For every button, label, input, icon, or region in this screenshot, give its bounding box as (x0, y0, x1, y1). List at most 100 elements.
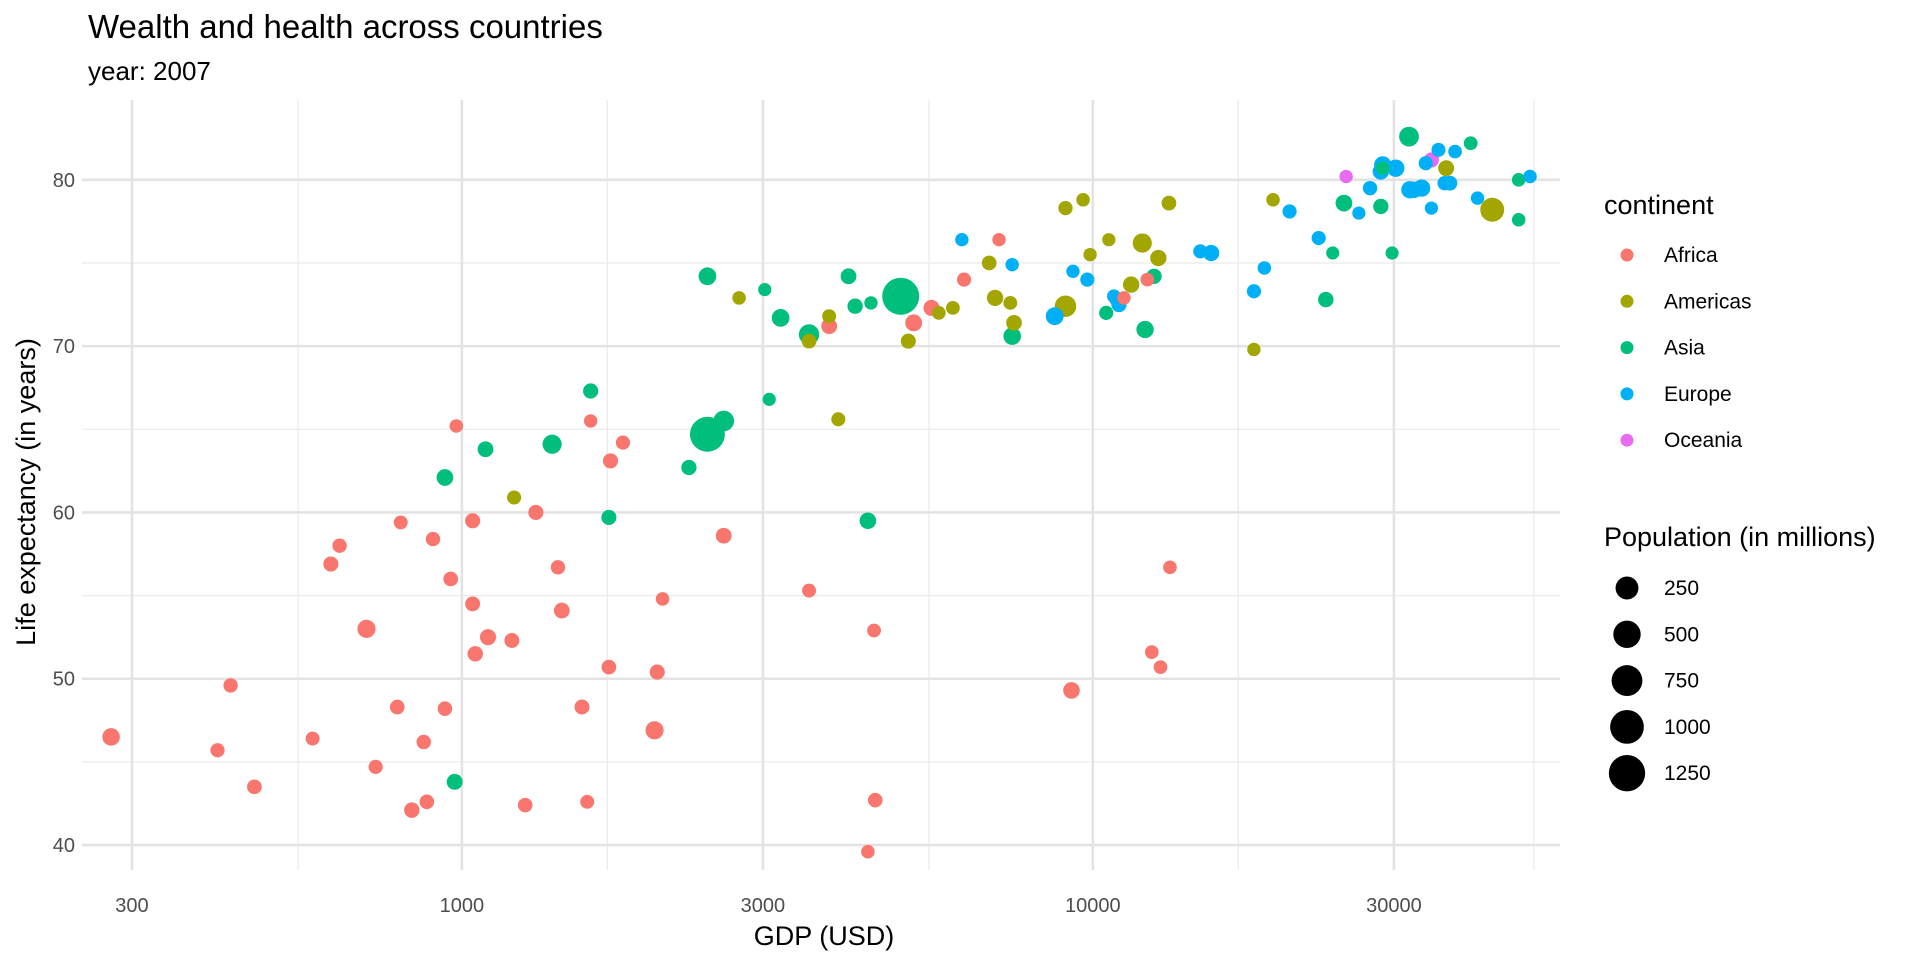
data-point-asia (446, 773, 463, 790)
data-point-africa (867, 623, 881, 638)
size-legend-label: 1250 (1664, 762, 1711, 785)
data-point-americas (1076, 193, 1090, 207)
data-point-asia (698, 267, 717, 286)
grid-lines (82, 100, 1560, 870)
data-point-asia (1326, 246, 1340, 260)
data-point-africa (102, 728, 120, 746)
data-point-asia (542, 434, 562, 454)
data-point-europe (1523, 169, 1537, 184)
data-point-asia (758, 282, 772, 297)
legend-label-americas: Americas (1664, 290, 1752, 313)
data-point-africa (465, 513, 481, 529)
data-point-africa (416, 734, 431, 750)
data-point-africa (1140, 272, 1155, 287)
size-legend-key (1611, 665, 1643, 697)
size-legend-label: 1000 (1664, 716, 1711, 739)
data-point-europe (1431, 142, 1446, 157)
data-point-africa (1144, 645, 1159, 659)
legend-key-americas (1620, 294, 1634, 308)
legend-key-africa (1620, 248, 1634, 262)
data-point-africa (1163, 560, 1177, 575)
data-point-europe (1005, 257, 1019, 272)
data-point-africa (645, 721, 664, 740)
data-point-africa (449, 419, 464, 433)
legend-key-oceania (1620, 433, 1634, 447)
data-point-asia (1335, 194, 1353, 212)
data-point-americas (822, 309, 837, 324)
data-point-africa (368, 759, 383, 774)
data-point-asia (1318, 291, 1334, 308)
data-point-asia (859, 512, 877, 530)
data-point-americas (732, 291, 746, 305)
data-point-africa (956, 272, 972, 287)
data-point-africa (550, 560, 566, 575)
legend-label-oceania: Oceania (1664, 429, 1743, 452)
data-point-europe (1470, 191, 1485, 205)
data-point-europe (1080, 272, 1095, 287)
data-point-europe (1282, 204, 1297, 219)
data-point-africa (1117, 291, 1131, 305)
data-point-africa (323, 556, 339, 572)
axis-ticks: 300 1000 3000 10000 30000 40 50 60 70 80 (53, 170, 1422, 917)
data-point-asia (1511, 173, 1526, 187)
data-point-africa (467, 646, 483, 662)
data-point-africa (404, 802, 420, 818)
x-axis-title: GDP (USD) (754, 921, 895, 951)
data-point-africa (715, 527, 732, 544)
color-legend-title: continent (1604, 190, 1714, 220)
data-point-africa (419, 794, 435, 810)
data-point-asia (1463, 136, 1478, 151)
data-point-asia (762, 392, 776, 406)
data-point-africa (357, 619, 376, 638)
data-point-europe (1387, 159, 1405, 177)
data-point-americas (1150, 249, 1167, 267)
data-point-americas (831, 412, 846, 427)
data-point-asia (1136, 320, 1154, 339)
data-point-africa (389, 699, 405, 715)
data-point-africa (583, 414, 598, 428)
data-point-americas (1266, 193, 1280, 207)
data-point-americas (1480, 197, 1505, 222)
data-point-europe (1405, 181, 1423, 198)
data-point-americas (1247, 342, 1261, 357)
data-point-americas (981, 255, 997, 271)
data-point-africa (437, 701, 453, 716)
data-point-asia (1511, 212, 1526, 227)
data-point-africa (615, 435, 631, 450)
data-point-africa (821, 318, 838, 335)
data-point-europe (1448, 144, 1462, 159)
x-tick-label: 1000 (440, 895, 485, 917)
x-tick-label: 10000 (1065, 895, 1121, 917)
data-point-africa (305, 731, 320, 746)
size-legend-key (1613, 620, 1641, 648)
data-point-asia (1375, 161, 1390, 176)
data-point-africa (649, 664, 665, 680)
data-point-asia (847, 298, 863, 314)
y-tick-label: 50 (53, 669, 75, 691)
data-point-americas (1161, 195, 1177, 211)
data-point-americas (1122, 276, 1140, 293)
data-point-americas (986, 289, 1004, 307)
size-legend-label: 750 (1664, 670, 1699, 693)
data-point-americas (900, 333, 916, 349)
y-tick-label: 80 (53, 170, 75, 192)
data-points (102, 126, 1537, 859)
y-axis-title: Life expectancy (in years) (11, 338, 41, 646)
data-point-africa (802, 583, 817, 598)
data-point-asia (436, 469, 454, 486)
data-point-europe (1193, 244, 1208, 259)
data-point-africa (210, 743, 225, 758)
legend-key-europe (1620, 387, 1634, 401)
y-tick-label: 70 (53, 336, 75, 358)
size-legend-title: Population (in millions) (1604, 522, 1876, 552)
data-point-africa (867, 792, 883, 808)
x-tick-label: 300 (115, 895, 148, 917)
data-point-africa (602, 453, 619, 469)
data-point-oceania (1339, 169, 1353, 184)
data-point-africa (574, 699, 590, 715)
data-point-americas (1006, 314, 1022, 331)
data-point-africa (465, 596, 481, 612)
data-point-europe (1066, 264, 1080, 278)
data-point-europe (1203, 244, 1220, 262)
data-point-asia (1099, 305, 1114, 320)
